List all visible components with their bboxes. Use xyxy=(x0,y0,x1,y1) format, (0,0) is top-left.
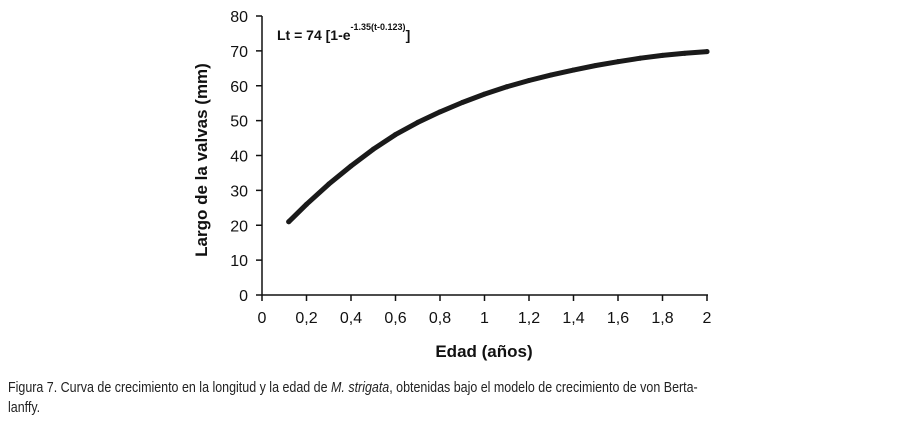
data-point xyxy=(415,119,421,125)
x-axis-label: Edad (años) xyxy=(435,342,532,361)
data-point xyxy=(637,55,643,61)
x-tick-label: 2 xyxy=(703,310,712,327)
x-tick-label: 0,8 xyxy=(429,310,451,327)
data-point xyxy=(370,146,376,152)
data-point xyxy=(348,163,354,169)
y-tick-label: 20 xyxy=(230,218,248,235)
growth-curve xyxy=(286,49,710,225)
data-point xyxy=(704,49,710,55)
data-point xyxy=(682,50,688,56)
x-tick-label: 0,6 xyxy=(384,310,406,327)
y-tick-label: 0 xyxy=(239,288,248,305)
x-tick-label: 1,4 xyxy=(562,310,584,327)
data-point xyxy=(286,219,292,225)
data-point xyxy=(393,132,398,138)
x-tick-label: 0,2 xyxy=(295,310,317,327)
data-point xyxy=(615,59,621,65)
data-point xyxy=(593,63,599,69)
x-tick-label: 0 xyxy=(258,310,267,327)
data-point xyxy=(326,181,332,187)
data-point xyxy=(459,99,465,105)
data-point xyxy=(660,52,665,58)
data-point xyxy=(571,67,576,73)
data-point xyxy=(437,109,443,115)
x-tick-label: 1 xyxy=(480,310,489,327)
x-tick-label: 1,6 xyxy=(607,310,629,327)
y-tick-label: 30 xyxy=(230,183,248,200)
y-tick-label: 80 xyxy=(230,9,248,26)
y-axis-label: Largo de la valvas (mm) xyxy=(192,63,211,257)
x-tick-label: 1,2 xyxy=(518,310,540,327)
caption-text: , obtenidas bajo el modelo de crecimient… xyxy=(389,380,698,396)
data-point xyxy=(304,201,309,207)
x-tick-label: 1,8 xyxy=(651,310,673,327)
data-point xyxy=(526,78,532,84)
y-tick-label: 50 xyxy=(230,114,248,131)
y-tick-label: 70 xyxy=(230,44,248,61)
data-point xyxy=(482,91,487,97)
data-point xyxy=(548,72,554,78)
equation-annotation: Lt = 74 [1-e-1.35(t-0.123)] xyxy=(277,22,410,43)
caption-text: Figura 7. Curva de crecimiento en la lon… xyxy=(8,380,332,396)
y-tick-label: 40 xyxy=(230,149,248,166)
figure-caption: Figura 7. Curva de crecimiento en la lon… xyxy=(8,378,773,418)
y-tick-label: 10 xyxy=(230,253,248,270)
y-tick-label: 60 xyxy=(230,79,248,96)
x-tick-label: 0,4 xyxy=(340,310,362,327)
data-point xyxy=(504,84,510,90)
caption-text: lanffy. xyxy=(8,400,41,416)
species-name: M. strigata xyxy=(331,380,390,396)
